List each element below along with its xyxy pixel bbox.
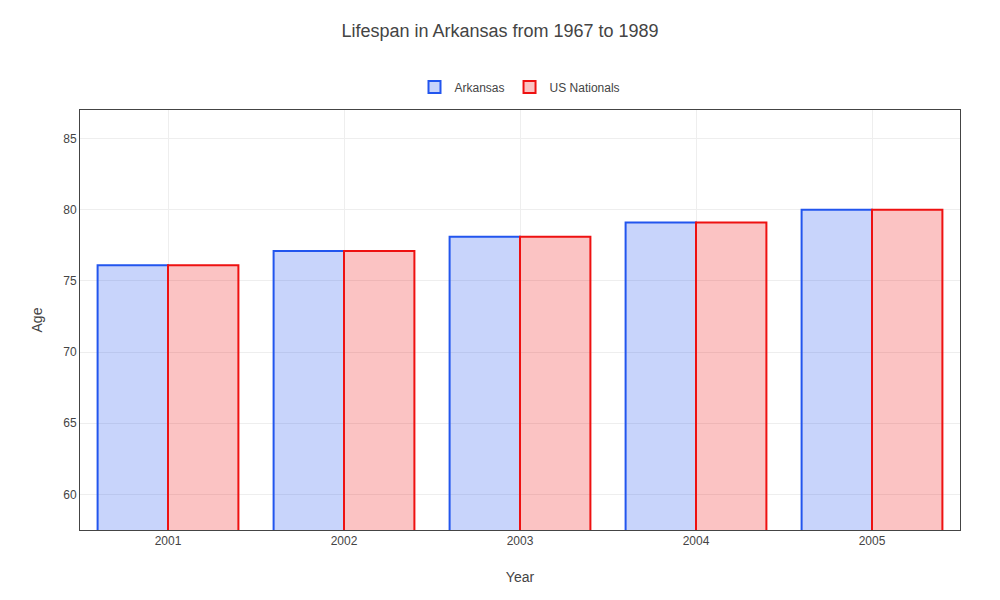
svg-text:85: 85 [63,132,77,146]
svg-text:80: 80 [63,203,77,217]
svg-text:2004: 2004 [683,534,710,548]
svg-text:2005: 2005 [859,534,886,548]
svg-text:70: 70 [63,345,77,359]
svg-text:US Nationals: US Nationals [550,81,620,95]
svg-text:Arkansas: Arkansas [455,81,505,95]
svg-text:75: 75 [63,274,77,288]
svg-text:Age: Age [29,307,45,332]
svg-text:2003: 2003 [507,534,534,548]
svg-text:2002: 2002 [331,534,358,548]
svg-text:65: 65 [63,416,77,430]
svg-text:Year: Year [506,569,535,585]
svg-text:2001: 2001 [155,534,182,548]
svg-text:Lifespan in Arkansas from 1967: Lifespan in Arkansas from 1967 to 1989 [341,21,658,41]
svg-text:60: 60 [63,488,77,502]
